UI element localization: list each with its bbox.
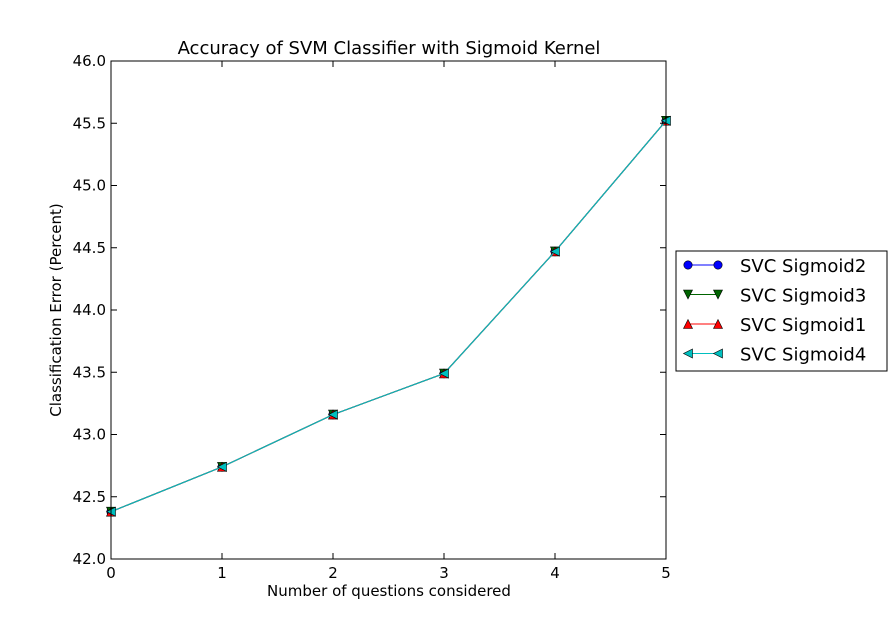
- plot-frame: [110, 60, 667, 560]
- legend-entry: SVC Sigmoid1: [683, 315, 866, 336]
- series-3: [106, 115, 671, 517]
- series-line: [110, 120, 667, 513]
- y-axis-label: Classification Error (Percent): [47, 203, 65, 417]
- x-tick-label: 1: [217, 564, 227, 582]
- legend-marker: [683, 260, 693, 270]
- chart-title: Accuracy of SVM Classifier with Sigmoid …: [178, 38, 601, 59]
- y-tick-label: 43.5: [73, 363, 106, 381]
- legend-marker: [713, 318, 723, 329]
- x-tick-label: 4: [550, 564, 560, 582]
- legend-entry: SVC Sigmoid4: [682, 345, 866, 366]
- series-line: [110, 120, 667, 513]
- plot-area: [105, 115, 671, 517]
- data-point: [549, 246, 560, 257]
- x-tick-label: 5: [661, 564, 671, 582]
- series-4: [105, 115, 671, 517]
- x-tick-label: 3: [439, 564, 449, 582]
- legend-box: [675, 250, 888, 372]
- data-point: [327, 409, 338, 420]
- y-tick-label: 44.0: [73, 301, 106, 319]
- series-line: [110, 120, 667, 513]
- axis-ticks: 0 1 2 3 4 5 42.0 42.5 43.0 43.5 44.0 44.5 45.0 45.5 46…: [73, 52, 671, 582]
- legend-label: SVC Sigmoid3: [740, 286, 866, 307]
- y-tick-label: 44.5: [73, 239, 106, 257]
- y-tick-label: 46.0: [73, 52, 106, 70]
- legend-marker: [683, 318, 693, 329]
- y-tick-label: 45.0: [73, 177, 106, 195]
- legend-marker: [683, 289, 693, 300]
- series-2: [106, 115, 671, 517]
- legend-marker: [682, 348, 693, 359]
- legend-entry: SVC Sigmoid2: [683, 256, 866, 277]
- data-point: [438, 368, 449, 379]
- y-tick-label: 42.5: [73, 488, 106, 506]
- legend-marker: [712, 348, 723, 359]
- legend-label: SVC Sigmoid1: [740, 315, 866, 336]
- series-line: [110, 120, 667, 513]
- legend-marker: [713, 260, 723, 270]
- legend-entry: SVC Sigmoid3: [683, 286, 866, 307]
- y-tick-label: 42.0: [73, 550, 106, 568]
- x-tick-label: 0: [106, 564, 116, 582]
- y-tick-label: 45.5: [73, 114, 106, 132]
- legend-label: SVC Sigmoid4: [740, 345, 866, 366]
- legend-label: SVC Sigmoid2: [740, 256, 866, 277]
- y-tick-label: 43.0: [73, 426, 106, 444]
- series-1: [106, 116, 671, 517]
- legend: SVC Sigmoid2 SVC Sigmoid3 SVC Sigmoid1 SVC …: [675, 250, 888, 372]
- legend-marker: [713, 289, 723, 300]
- x-tick-label: 2: [328, 564, 338, 582]
- x-axis-label: Number of questions considered: [267, 582, 511, 600]
- data-point: [216, 461, 227, 472]
